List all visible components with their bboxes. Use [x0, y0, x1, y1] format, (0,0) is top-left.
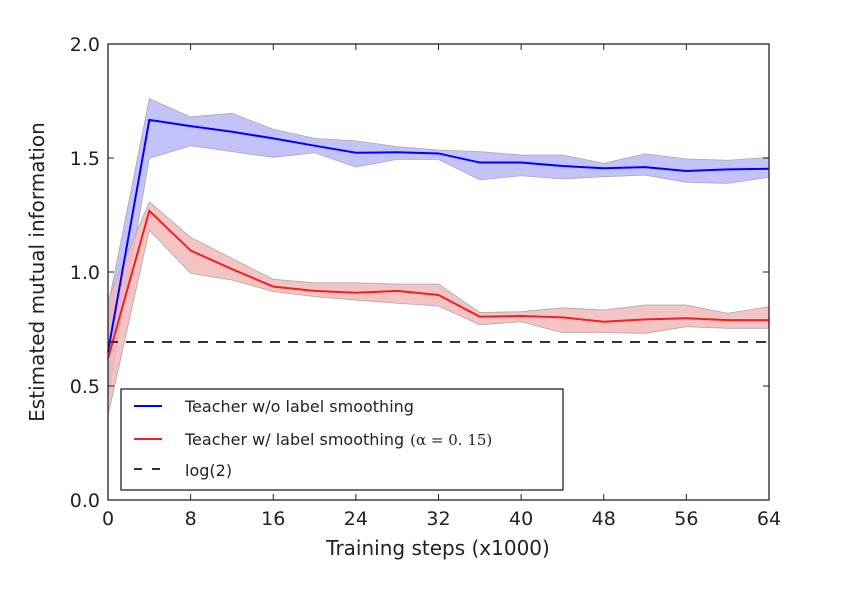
line-series-1	[107, 209, 769, 359]
y-tick-label: 0.5	[70, 376, 100, 398]
legend: Teacher w/o label smoothing Teacher w/ l…	[120, 388, 564, 491]
legend-box	[120, 388, 564, 491]
legend-label-red-alpha: (α = 0. 15)	[410, 431, 492, 449]
line-series-0	[107, 118, 770, 352]
y-tick-label: 1.5	[70, 148, 100, 170]
x-tick-label: 56	[674, 508, 698, 530]
x-tick-label: 32	[426, 508, 450, 530]
x-tick-label: 64	[757, 508, 781, 530]
band-series-1	[107, 201, 770, 416]
legend-label-red: Teacher w/ label smoothing (α = 0. 15)	[184, 430, 492, 449]
x-tick-label: 48	[592, 508, 616, 530]
legend-label-blue: Teacher w/o label smoothing	[184, 397, 414, 416]
legend-label-log2: log(2)	[185, 461, 232, 480]
series-lines	[107, 118, 770, 359]
axis-ticks: 0 8 16 24 32 40 48 56 64 0.0 0.5 1.0 1.5 2.0	[70, 34, 781, 530]
legend-label-red-text: Teacher w/ label smoothing	[184, 430, 404, 449]
x-axis-label: Training steps (x1000)	[325, 536, 550, 560]
y-axis-label: Estimated mutual information	[25, 122, 49, 422]
x-tick-label: 0	[102, 508, 114, 530]
y-tick-label: 0.0	[70, 490, 100, 512]
x-tick-label: 16	[261, 508, 285, 530]
x-tick-label: 24	[344, 508, 368, 530]
x-tick-label: 40	[509, 508, 533, 530]
y-tick-label: 1.0	[70, 262, 100, 284]
y-tick-label: 2.0	[70, 34, 100, 56]
x-tick-label: 8	[185, 508, 197, 530]
